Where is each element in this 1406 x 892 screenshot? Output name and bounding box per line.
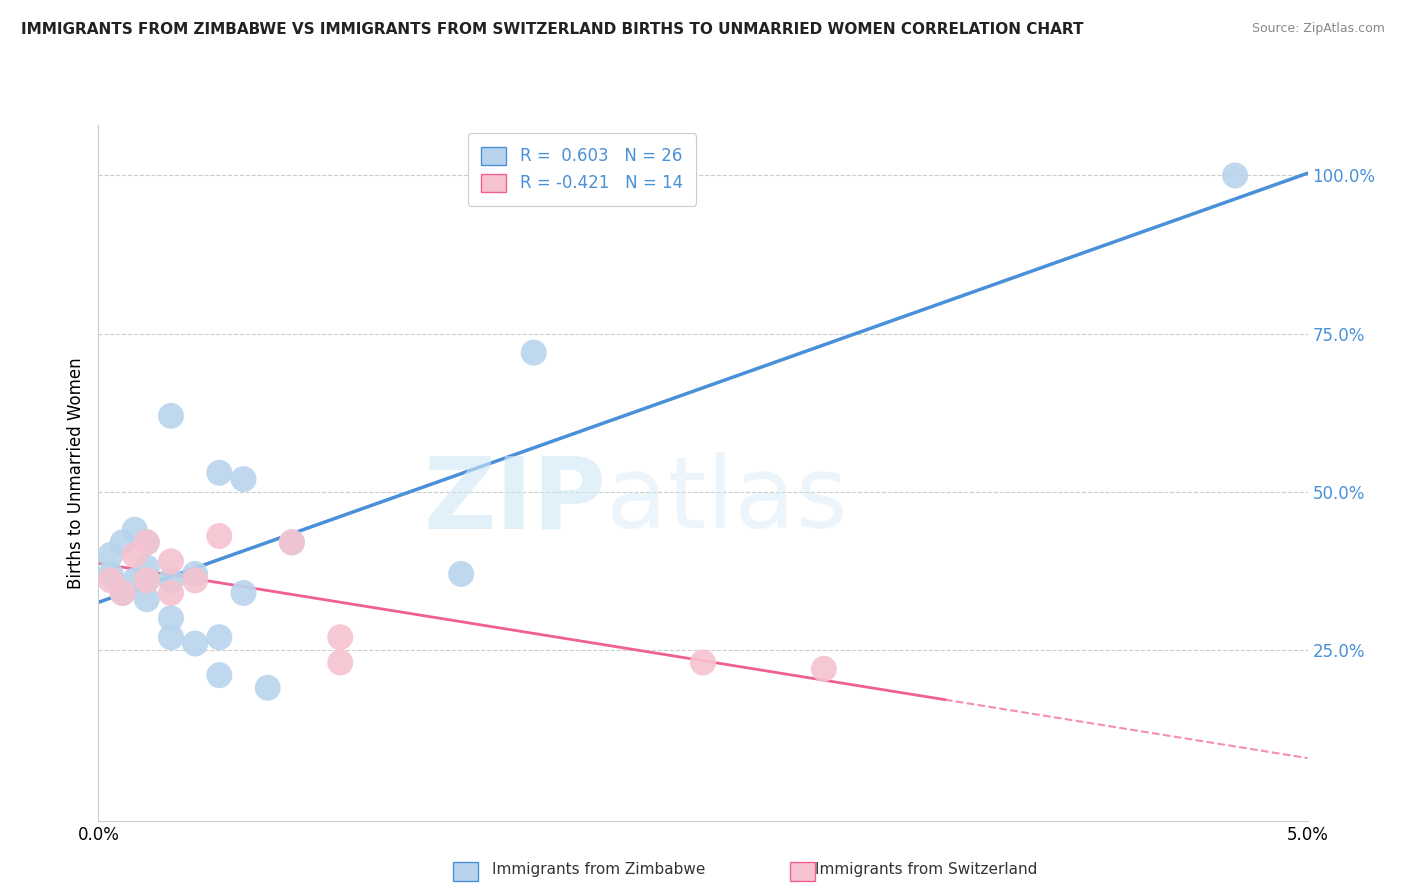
Point bbox=[208, 630, 231, 644]
Point bbox=[135, 574, 157, 588]
Point bbox=[281, 535, 304, 549]
Point bbox=[100, 574, 122, 588]
Point bbox=[184, 566, 207, 581]
Point bbox=[232, 586, 254, 600]
Point bbox=[208, 529, 231, 543]
Text: IMMIGRANTS FROM ZIMBABWE VS IMMIGRANTS FROM SWITZERLAND BIRTHS TO UNMARRIED WOME: IMMIGRANTS FROM ZIMBABWE VS IMMIGRANTS F… bbox=[21, 22, 1084, 37]
Point bbox=[124, 523, 146, 537]
Text: atlas: atlas bbox=[606, 452, 848, 549]
Point bbox=[208, 466, 231, 480]
Point bbox=[100, 548, 122, 562]
Point bbox=[160, 611, 183, 625]
Legend: R =  0.603   N = 26, R = -0.421   N = 14: R = 0.603 N = 26, R = -0.421 N = 14 bbox=[468, 133, 696, 205]
Point bbox=[184, 574, 207, 588]
Text: ZIP: ZIP bbox=[423, 452, 606, 549]
Point bbox=[232, 472, 254, 486]
Point bbox=[329, 656, 352, 670]
Point bbox=[160, 409, 183, 423]
Point bbox=[124, 548, 146, 562]
Point bbox=[1223, 169, 1246, 183]
Point bbox=[256, 681, 278, 695]
Point bbox=[135, 535, 157, 549]
Point bbox=[135, 560, 157, 574]
Point bbox=[135, 535, 157, 549]
Point bbox=[692, 656, 714, 670]
Point bbox=[184, 636, 207, 650]
Text: Source: ZipAtlas.com: Source: ZipAtlas.com bbox=[1251, 22, 1385, 36]
Point bbox=[111, 586, 134, 600]
Point bbox=[160, 586, 183, 600]
Y-axis label: Births to Unmarried Women: Births to Unmarried Women bbox=[66, 357, 84, 589]
Point bbox=[813, 662, 835, 676]
Point bbox=[160, 574, 183, 588]
Point bbox=[111, 586, 134, 600]
Point bbox=[523, 345, 546, 359]
Point bbox=[281, 535, 304, 549]
Point bbox=[160, 554, 183, 568]
Point bbox=[160, 630, 183, 644]
Point bbox=[450, 566, 472, 581]
Text: Immigrants from Zimbabwe: Immigrants from Zimbabwe bbox=[492, 863, 706, 877]
Point bbox=[208, 668, 231, 682]
Point bbox=[100, 566, 122, 581]
Point bbox=[124, 574, 146, 588]
Text: Immigrants from Switzerland: Immigrants from Switzerland bbox=[815, 863, 1038, 877]
Point bbox=[135, 592, 157, 607]
Point bbox=[135, 574, 157, 588]
Point bbox=[111, 535, 134, 549]
Point bbox=[329, 630, 352, 644]
